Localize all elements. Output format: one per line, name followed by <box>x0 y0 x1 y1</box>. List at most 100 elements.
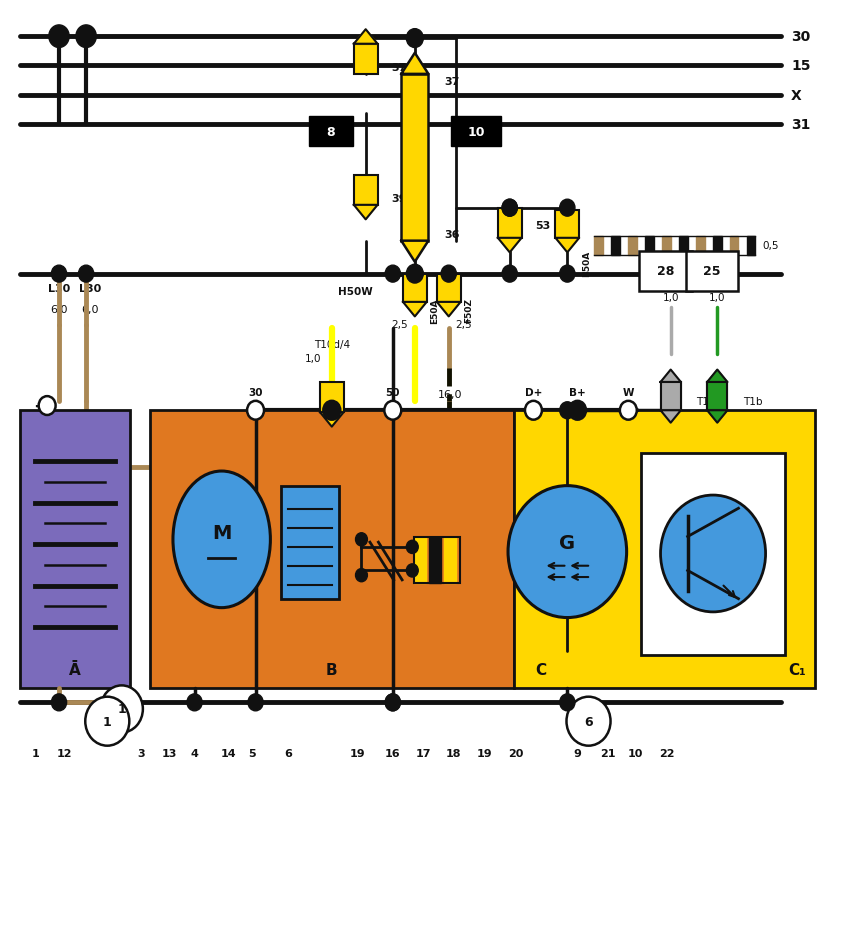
Circle shape <box>570 402 585 419</box>
Circle shape <box>406 565 418 578</box>
Text: 53: 53 <box>536 220 551 230</box>
Circle shape <box>385 694 400 711</box>
Bar <box>320 382 343 413</box>
Text: L30: L30 <box>79 284 101 294</box>
Circle shape <box>502 200 518 217</box>
Text: H50W: H50W <box>338 287 373 296</box>
Circle shape <box>248 694 264 711</box>
Text: 6,0: 6,0 <box>82 305 99 314</box>
Circle shape <box>502 200 518 217</box>
Text: T1a: T1a <box>696 396 716 407</box>
Text: 12: 12 <box>57 748 73 758</box>
Text: Ā: Ā <box>69 662 81 677</box>
Text: 10: 10 <box>627 748 643 758</box>
Text: 22: 22 <box>659 748 674 758</box>
Text: 9: 9 <box>574 748 581 758</box>
Text: 13: 13 <box>162 748 177 758</box>
Text: 1: 1 <box>117 702 126 716</box>
Text: 25,0: 25,0 <box>158 446 183 456</box>
Polygon shape <box>679 237 688 256</box>
Circle shape <box>48 25 69 48</box>
Circle shape <box>559 200 575 217</box>
Circle shape <box>406 541 418 554</box>
Polygon shape <box>401 242 428 262</box>
Circle shape <box>85 697 129 746</box>
Polygon shape <box>429 538 441 583</box>
Text: 36: 36 <box>445 229 460 240</box>
Bar <box>20 411 130 688</box>
Text: 1,0: 1,0 <box>305 354 321 364</box>
Polygon shape <box>594 237 603 256</box>
Bar <box>437 275 461 303</box>
Bar <box>514 411 814 688</box>
Text: D: D <box>459 434 469 447</box>
Text: 15: 15 <box>791 59 811 74</box>
Polygon shape <box>707 411 728 423</box>
Text: 20: 20 <box>508 748 524 758</box>
Circle shape <box>502 266 518 283</box>
Text: C: C <box>536 662 547 677</box>
Polygon shape <box>555 239 579 253</box>
Bar <box>401 75 428 242</box>
Polygon shape <box>403 303 427 317</box>
Text: 1,0: 1,0 <box>662 475 679 485</box>
Text: 5: 5 <box>248 748 256 758</box>
Circle shape <box>100 685 143 733</box>
Circle shape <box>355 569 367 582</box>
Circle shape <box>660 496 766 613</box>
Text: 1: 1 <box>103 715 111 728</box>
Polygon shape <box>498 239 522 253</box>
Text: 31: 31 <box>791 118 810 131</box>
Circle shape <box>247 401 264 420</box>
Bar <box>707 382 728 411</box>
Polygon shape <box>662 237 671 256</box>
Polygon shape <box>611 237 620 256</box>
Text: +: + <box>33 397 48 415</box>
Polygon shape <box>354 206 377 220</box>
Circle shape <box>525 401 542 420</box>
Text: 2,5: 2,5 <box>456 319 473 329</box>
Text: 10: 10 <box>468 126 485 139</box>
Circle shape <box>51 266 66 283</box>
Polygon shape <box>401 54 428 75</box>
Bar <box>641 453 785 655</box>
Text: 1: 1 <box>31 748 39 758</box>
Text: 6: 6 <box>584 715 592 728</box>
Text: 4: 4 <box>190 748 199 758</box>
Text: 14: 14 <box>221 748 236 758</box>
Text: 37: 37 <box>391 63 406 74</box>
Circle shape <box>441 266 456 283</box>
Text: 39: 39 <box>391 194 406 204</box>
Bar <box>498 209 522 239</box>
Circle shape <box>566 697 610 746</box>
Text: 1,0: 1,0 <box>709 293 726 303</box>
Polygon shape <box>437 303 461 317</box>
FancyBboxPatch shape <box>639 252 692 292</box>
Text: B: B <box>326 662 337 677</box>
Polygon shape <box>320 413 343 428</box>
Bar <box>707 382 728 411</box>
Circle shape <box>78 266 94 283</box>
Circle shape <box>406 29 423 48</box>
Text: W: W <box>622 388 634 397</box>
Circle shape <box>559 266 575 283</box>
Polygon shape <box>628 237 637 256</box>
Text: 50: 50 <box>386 388 400 397</box>
Ellipse shape <box>173 472 270 608</box>
Circle shape <box>569 401 586 420</box>
Circle shape <box>406 265 423 284</box>
Circle shape <box>385 694 400 711</box>
Text: C₁: C₁ <box>789 662 807 677</box>
Text: 21: 21 <box>600 748 615 758</box>
Text: 17: 17 <box>416 748 431 758</box>
Bar <box>414 538 460 583</box>
Bar <box>281 486 338 599</box>
FancyBboxPatch shape <box>686 252 739 292</box>
Circle shape <box>384 401 401 420</box>
Polygon shape <box>645 237 654 256</box>
Circle shape <box>620 401 637 420</box>
Circle shape <box>355 533 367 547</box>
FancyBboxPatch shape <box>309 117 353 147</box>
Text: E50A: E50A <box>430 298 439 324</box>
Polygon shape <box>707 370 728 382</box>
